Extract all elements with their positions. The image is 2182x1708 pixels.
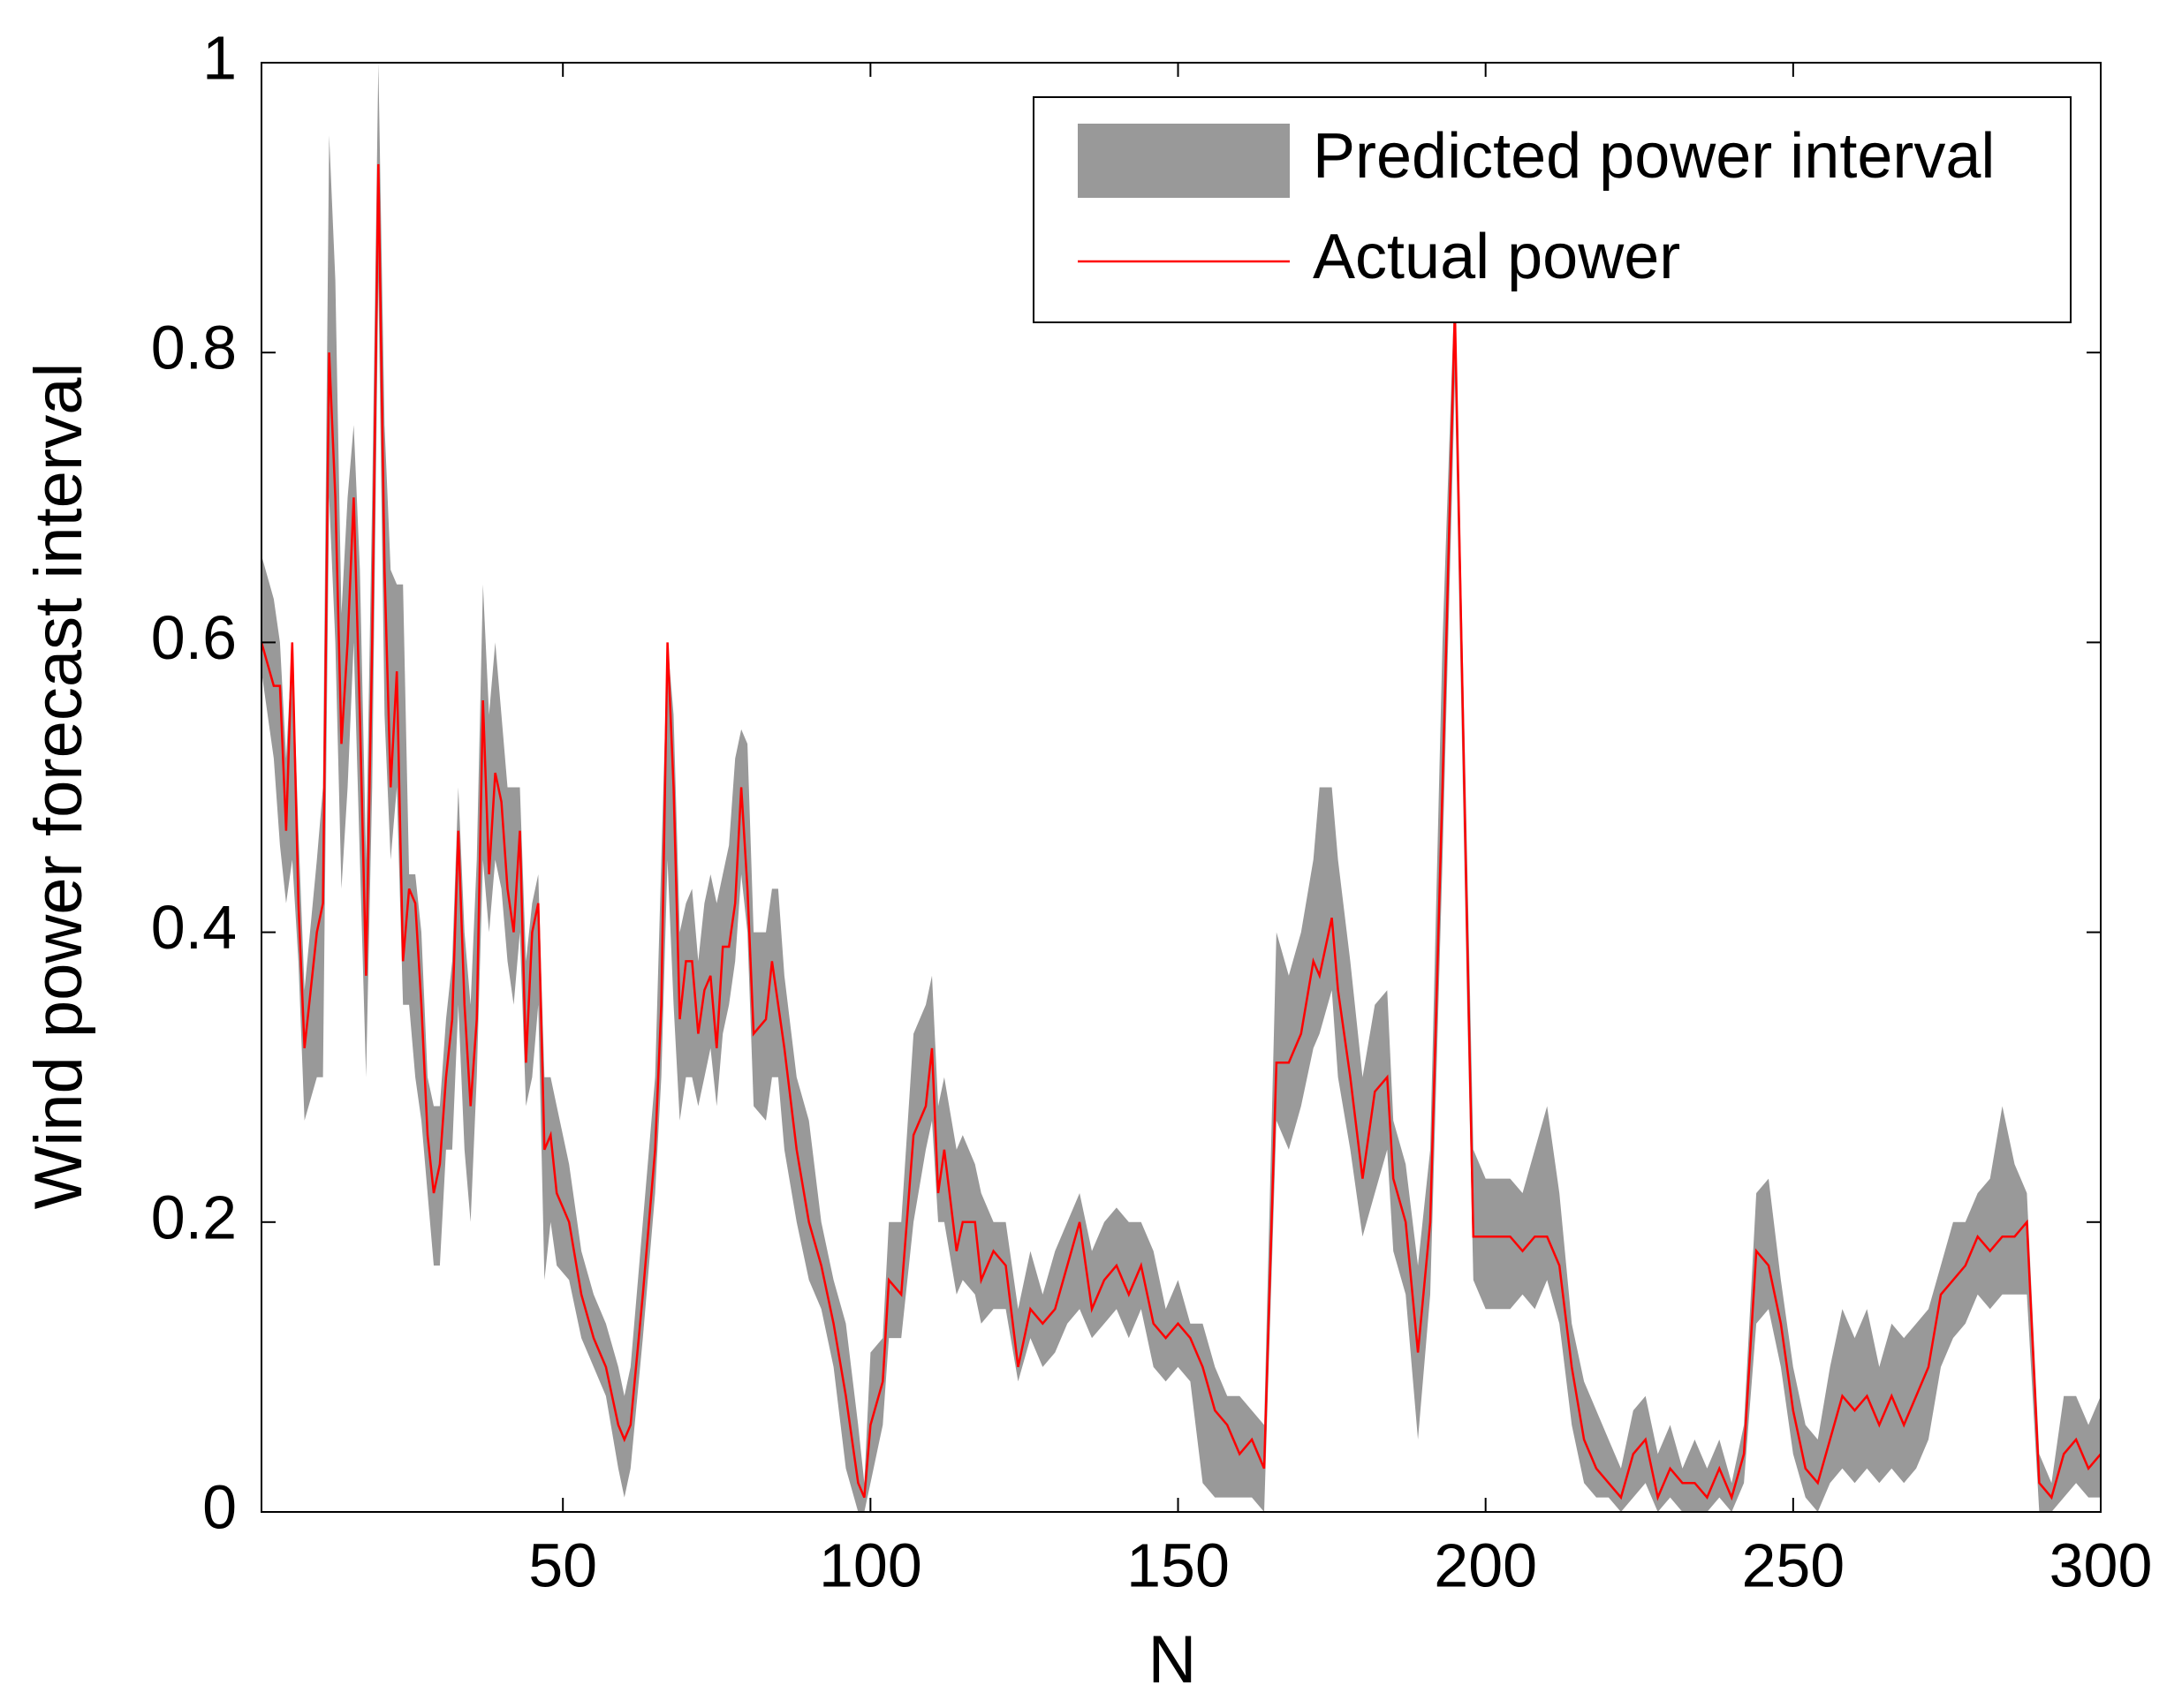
y-tick-label: 0 bbox=[202, 1472, 237, 1541]
y-tick-label: 0.8 bbox=[151, 314, 237, 382]
y-axis-label: Wind power forecast interval bbox=[21, 363, 96, 1210]
x-axis-label: N bbox=[1148, 1622, 1197, 1697]
x-tick-label: 200 bbox=[1434, 1530, 1537, 1599]
y-tick-label: 0.4 bbox=[151, 893, 237, 962]
y-tick-label: 1 bbox=[202, 23, 237, 92]
y-tick-label: 0.6 bbox=[151, 603, 237, 672]
legend-swatch bbox=[1078, 124, 1290, 198]
interval-band bbox=[261, 63, 2101, 1512]
legend-label: Actual power bbox=[1313, 222, 1680, 292]
line bbox=[260, 163, 2102, 1501]
x-tick-label: 250 bbox=[1741, 1530, 1845, 1599]
x-tick-label: 300 bbox=[2049, 1530, 2153, 1599]
x-tick-label: 150 bbox=[1126, 1530, 1230, 1599]
legend-label: Predicted power interval bbox=[1313, 121, 1995, 192]
x-tick-label: 100 bbox=[819, 1530, 922, 1599]
x-tick-label: 50 bbox=[528, 1530, 597, 1599]
y-tick-label: 0.2 bbox=[151, 1183, 237, 1251]
plot-frame bbox=[261, 62, 2102, 1513]
